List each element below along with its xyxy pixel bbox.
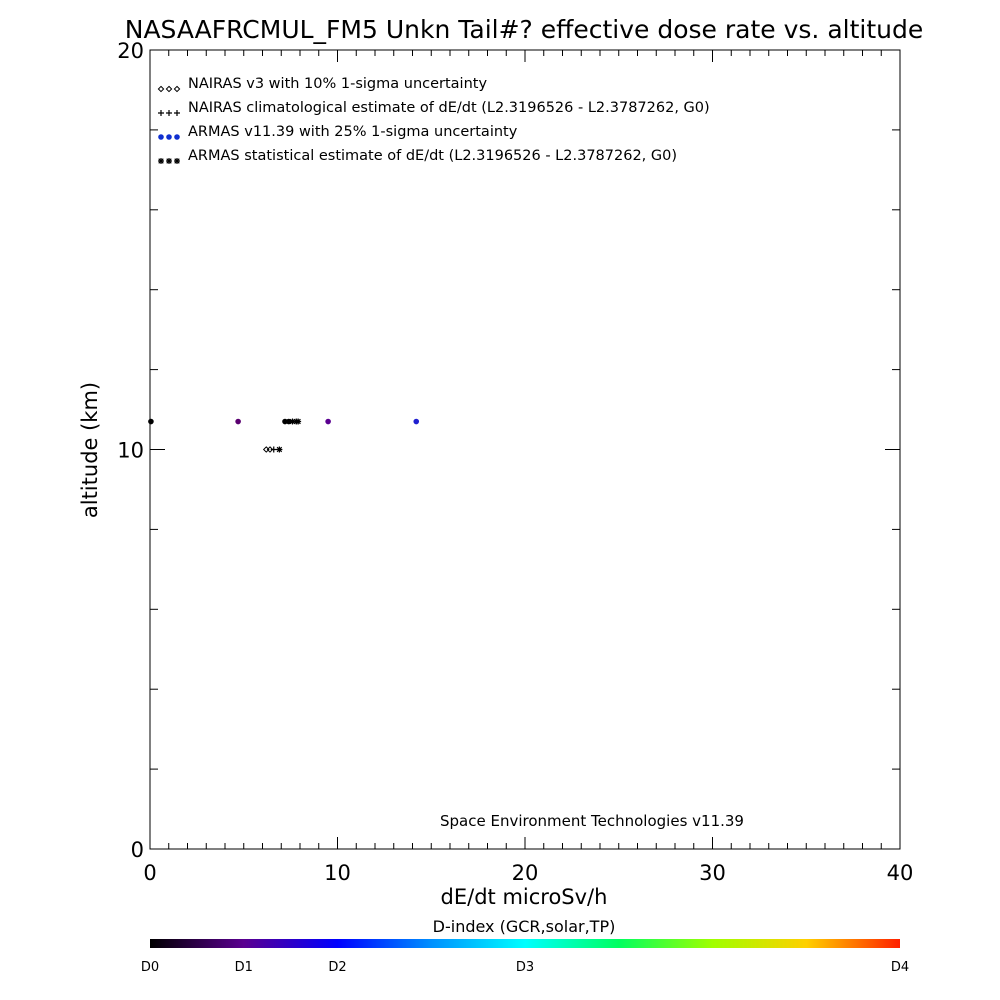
legend-label: NAIRAS v3 with 10% 1-sigma uncertainty: [188, 76, 487, 92]
data-point-dot: [285, 418, 292, 425]
data-point-dot: [413, 418, 420, 425]
axis-tick-labels: 0 10 20 30 40 0 10 20: [117, 39, 913, 885]
colorbar-label: D4: [891, 960, 909, 975]
data-point-asterisk: [295, 418, 302, 425]
data-point-plus: [270, 446, 277, 453]
legend-symbol-diamond: [157, 85, 165, 93]
x-tick-label: 20: [512, 861, 539, 885]
data-points: [148, 418, 420, 453]
data-point-dot: [235, 418, 241, 425]
y-tick-label: 0: [131, 838, 144, 862]
legend-symbol-dot: [158, 134, 164, 140]
data-point-dot: [148, 418, 154, 425]
x-tick-label: 40: [887, 861, 914, 885]
axis-ticks: [149, 49, 901, 850]
y-tick-label: 20: [117, 39, 144, 63]
plot-frame: [149, 49, 901, 850]
legend-symbol-plus: [166, 110, 172, 116]
data-point-asterisk: [289, 418, 296, 425]
colorbar-labels: D0 D1 D2 D3 D4: [141, 960, 909, 975]
colorbar-label: D2: [328, 960, 346, 975]
colorbar-label: D3: [516, 960, 534, 975]
y-axis-label: altitude (km): [78, 382, 102, 518]
legend-label: ARMAS v11.39 with 25% 1-sigma uncertaint…: [188, 124, 518, 140]
data-point-dot: [325, 418, 331, 425]
data-point-asterisk: [276, 446, 283, 453]
colorbar-gradient: [150, 939, 900, 948]
legend-symbol-dot: [174, 134, 180, 140]
data-point-diamond: [266, 446, 274, 453]
legend-label: NAIRAS climatological estimate of dE/dt …: [188, 100, 710, 116]
legend-symbol-asterisk: [166, 158, 172, 164]
annotation-credit: Space Environment Technologies v11.39: [440, 812, 744, 830]
colorbar-label: D0: [141, 960, 159, 975]
x-tick-label: 10: [324, 861, 351, 885]
x-axis-label: dE/dt microSv/h: [441, 885, 608, 909]
legend-symbol-dot: [166, 134, 172, 140]
plot-area: 0 10 20 30 40 0 10 20: [117, 39, 913, 885]
legend-symbol-plus: [174, 110, 180, 116]
legend-label: ARMAS statistical estimate of dE/dt (L2.…: [188, 148, 677, 164]
legend-symbol-asterisk: [158, 158, 164, 164]
legend-symbol-diamond: [173, 85, 181, 93]
chart-title: NASAAFRCMUL_FM5 Unkn Tail#? effective do…: [125, 15, 924, 44]
legend-symbol-asterisk: [174, 158, 180, 164]
x-tick-label: 0: [143, 861, 156, 885]
legend: NAIRAS v3 with 10% 1-sigma uncertainty NA…: [157, 76, 710, 164]
y-tick-label: 10: [117, 439, 144, 463]
colorbar-title: D-index (GCR,solar,TP): [433, 917, 616, 936]
legend-symbol-plus: [158, 110, 164, 116]
colorbar-label: D1: [235, 960, 253, 975]
colorbar: D-index (GCR,solar,TP) D0 D1 D2 D3 D4: [141, 917, 909, 975]
legend-symbol-diamond: [165, 85, 173, 93]
x-tick-label: 30: [699, 861, 726, 885]
